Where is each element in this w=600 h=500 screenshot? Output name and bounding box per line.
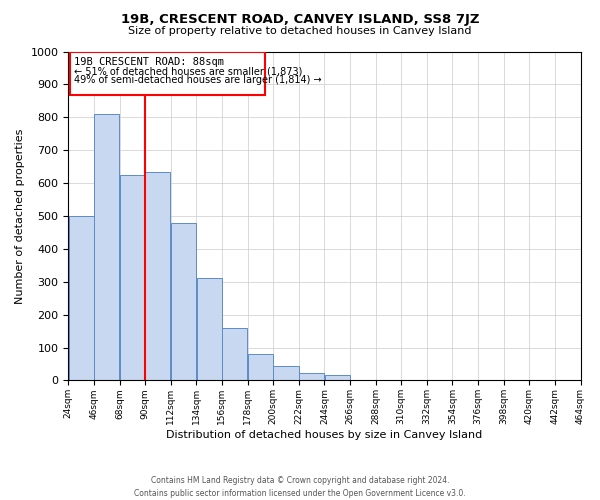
Bar — [171, 222, 196, 380]
Text: Size of property relative to detached houses in Canvey Island: Size of property relative to detached ho… — [128, 26, 472, 36]
X-axis label: Distribution of detached houses by size in Canvey Island: Distribution of detached houses by size … — [166, 430, 482, 440]
Bar — [299, 373, 324, 380]
Bar — [94, 114, 119, 380]
Text: 49% of semi-detached houses are larger (1,814) →: 49% of semi-detached houses are larger (… — [74, 74, 322, 85]
Bar — [222, 328, 247, 380]
FancyBboxPatch shape — [70, 52, 265, 95]
Text: 19B, CRESCENT ROAD, CANVEY ISLAND, SS8 7JZ: 19B, CRESCENT ROAD, CANVEY ISLAND, SS8 7… — [121, 12, 479, 26]
Y-axis label: Number of detached properties: Number of detached properties — [15, 128, 25, 304]
Text: Contains HM Land Registry data © Crown copyright and database right 2024.
Contai: Contains HM Land Registry data © Crown c… — [134, 476, 466, 498]
Bar — [68, 216, 94, 380]
Text: ← 51% of detached houses are smaller (1,873): ← 51% of detached houses are smaller (1,… — [74, 67, 302, 77]
Bar — [274, 366, 299, 380]
Bar — [120, 175, 145, 380]
Bar — [145, 172, 170, 380]
Bar — [248, 354, 273, 380]
Bar — [197, 278, 221, 380]
Text: 19B CRESCENT ROAD: 88sqm: 19B CRESCENT ROAD: 88sqm — [74, 57, 224, 67]
Bar — [325, 376, 350, 380]
